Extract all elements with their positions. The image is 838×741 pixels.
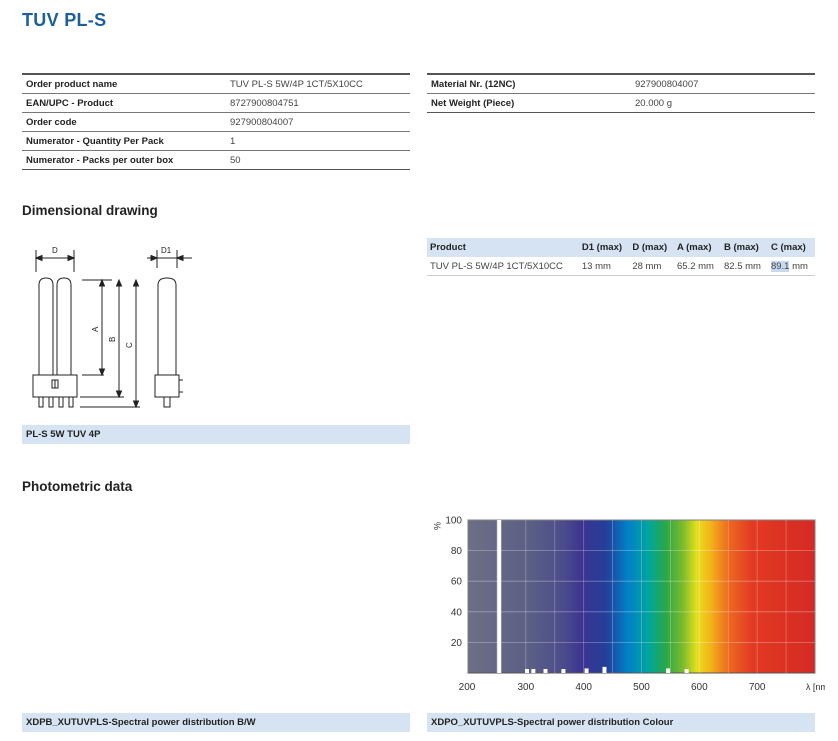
dim-label-c: C [125, 342, 134, 348]
x-tick-label: 600 [691, 682, 708, 693]
dim-cell-product: TUV PL-S 5W/4P 1CT/5X10CC [427, 257, 579, 276]
y-tick-label: 60 [451, 577, 463, 588]
spec-key: Material Nr. (12NC) [427, 74, 631, 94]
dimensional-heading: Dimensional drawing [22, 203, 158, 218]
spec-value: TUV PL-S 5W/4P 1CT/5X10CC [226, 74, 410, 94]
table-row: TUV PL-S 5W/4P 1CT/5X10CC 13 mm 28 mm 65… [427, 257, 815, 276]
y-tick-label: 20 [451, 638, 463, 649]
dim-label-b: B [108, 337, 117, 342]
spectral-bar [524, 669, 529, 673]
caption-bw: XDPB_XUTUVPLS-Spectral power distributio… [22, 713, 410, 732]
y-tick-label: 40 [451, 607, 463, 618]
y-axis-label: % [432, 522, 442, 530]
dimensional-drawing: D D1 A B C [32, 246, 192, 409]
spec-value: 927900804007 [631, 74, 815, 94]
x-axis-label: λ [nm] [806, 682, 825, 692]
table-row: Numerator - Quantity Per Pack 1 [22, 131, 410, 151]
dim-cell-a: 65.2 mm [674, 257, 721, 276]
dim-label-a: A [91, 326, 100, 332]
spec-key: EAN/UPC - Product [22, 93, 226, 113]
dim-col-d1: D1 (max) [578, 238, 630, 257]
spec-value: 927900804007 [226, 112, 410, 132]
spec-key: Numerator - Packs per outer box [26, 154, 174, 166]
dim-col-c: C (max) [767, 238, 815, 257]
spectral-bar [584, 668, 589, 673]
spec-value: 1 [226, 131, 410, 151]
spectral-bar [531, 669, 536, 673]
spectral-bar [666, 668, 671, 673]
table-row: EAN/UPC - Product 8727900804751 [22, 93, 410, 113]
page-title: TUV PL-S [22, 10, 107, 30]
dim-cell-c-unit: mm [789, 260, 808, 272]
y-tick-label: 100 [445, 516, 462, 527]
spec-key: Numerator - Quantity Per Pack [22, 131, 226, 151]
spec-value: 8727900804751 [226, 93, 410, 113]
dim-label-d1: D1 [161, 246, 172, 255]
spectral-chart: 20 40 60 80 100% 200 300 400 500 600 700 λ [nm] [432, 516, 825, 694]
y-tick-label: 80 [451, 546, 463, 557]
dim-cell-b: 82.5 mm [720, 257, 768, 276]
spec-table-left: Order product name TUV PL-S 5W/4P 1CT/5X1… [22, 73, 410, 170]
dim-label-d: D [52, 246, 58, 255]
table-row: Order code 927900804007 [22, 112, 410, 132]
spec-key: Order product name [22, 74, 226, 94]
dim-col-d: D (max) [629, 238, 674, 257]
dim-cell-d: 28 mm [629, 257, 674, 276]
dim-cell-c: 89.1 mm [767, 257, 815, 276]
spectral-bar [543, 669, 548, 673]
spectral-bar [497, 520, 502, 673]
caption-colour: XDPO_XUTUVPLS-Spectral power distributio… [427, 713, 815, 732]
x-tick-label: 200 [459, 682, 476, 693]
spec-value: 20.000 g [635, 97, 672, 109]
table-row: Order product name TUV PL-S 5W/4P 1CT/5X1… [22, 74, 410, 94]
dim-col-product: Product [427, 238, 579, 257]
dim-cell-c-value: 89.1 [770, 260, 790, 272]
drawing-caption: PL-S 5W TUV 4P [22, 425, 410, 444]
spectral-bar [561, 669, 566, 673]
spec-value: 50 [230, 154, 241, 166]
x-tick-label: 400 [575, 682, 592, 693]
spectral-bar [684, 669, 689, 673]
table-row: Net Weight (Piece) 20.000 g [427, 94, 815, 113]
spectral-bar [602, 666, 607, 673]
dim-col-b: B (max) [720, 238, 768, 257]
spec-table-right: Material Nr. (12NC) 927900804007 Net Weigh… [427, 73, 815, 113]
table-row: Material Nr. (12NC) 927900804007 [427, 74, 815, 94]
spec-key: Order code [22, 112, 226, 132]
table-row: Numerator - Packs per outer box 50 [22, 151, 410, 170]
photometric-heading: Photometric data [22, 479, 133, 494]
x-tick-label: 700 [749, 682, 766, 693]
plot-area [467, 519, 816, 674]
dim-cell-d1: 13 mm [578, 257, 630, 276]
dim-col-a: A (max) [674, 238, 721, 257]
x-tick-label: 300 [517, 682, 534, 693]
x-tick-label: 500 [633, 682, 650, 693]
dimensions-table: Product D1 (max) D (max) A (max) B (max)… [427, 238, 815, 276]
spec-key: Net Weight (Piece) [431, 97, 515, 109]
